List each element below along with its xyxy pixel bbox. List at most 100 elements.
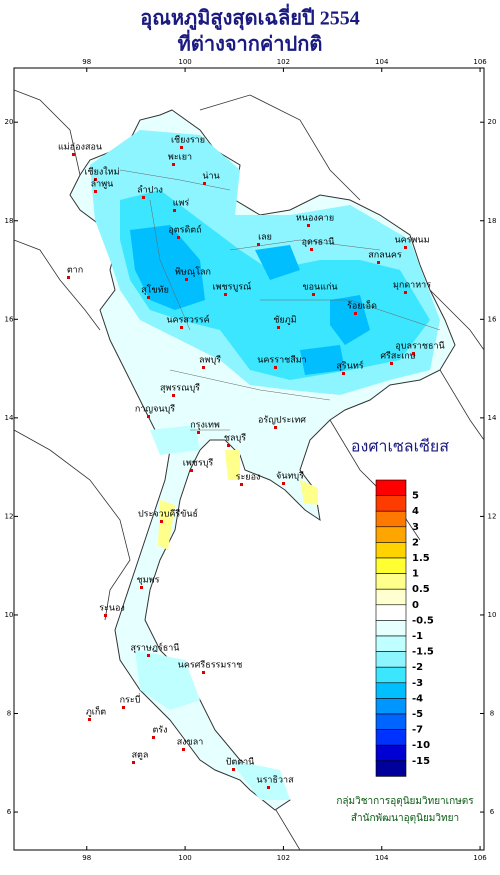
station-dot	[132, 761, 135, 764]
y-tick-label: 12	[5, 512, 14, 520]
station-dot	[104, 614, 107, 617]
place-label: เชียงราย	[171, 135, 205, 146]
place-label: สุรินทร์	[336, 360, 363, 372]
station-dot	[310, 248, 313, 251]
legend-swatch	[375, 620, 407, 637]
legend-swatch	[375, 573, 407, 590]
station-dot	[172, 394, 175, 397]
legend-label: 3	[412, 522, 419, 533]
place-label: อุบลราชธานี	[395, 341, 444, 352]
station-dot	[152, 736, 155, 739]
legend-swatch	[375, 744, 407, 762]
place-label: นราธิวาส	[256, 775, 294, 786]
place-label: กรุงเทพ	[190, 421, 220, 431]
station-dot	[147, 654, 150, 657]
place-label: สงขลา	[177, 738, 204, 748]
place-label: ร้อยเอ็ด	[347, 299, 377, 312]
place-label: ระนอง	[99, 604, 125, 614]
station-dot	[88, 718, 91, 721]
y-tick-label: 16	[488, 315, 497, 323]
place-label: เลย	[258, 233, 272, 243]
x-tick-label: 98	[82, 854, 91, 862]
station-dot	[342, 372, 345, 375]
place-label: ศรีสะเกษ	[380, 351, 415, 362]
station-dot	[307, 224, 310, 227]
station-dot	[202, 366, 205, 369]
place-label: ชลบุรี	[224, 433, 246, 444]
station-dot	[180, 326, 183, 329]
place-label: ลพบุรี	[199, 355, 221, 366]
x-tick-label: 102	[277, 854, 290, 862]
legend-swatch	[375, 682, 407, 699]
station-dot	[197, 431, 200, 434]
legend-swatch	[375, 635, 407, 652]
y-tick-label: 18	[488, 217, 497, 225]
place-label: ขอนแก่น	[302, 283, 337, 293]
legend-label: -2	[412, 662, 423, 673]
legend-label: -1.5	[412, 647, 434, 658]
station-dot	[274, 426, 277, 429]
station-dot	[232, 768, 235, 771]
y-tick-label: 10	[5, 611, 14, 619]
x-tick-label: 104	[375, 58, 389, 66]
station-dot	[142, 196, 145, 199]
station-dot	[227, 444, 230, 447]
y-tick-label: 14	[488, 414, 497, 422]
place-label: อุตรดิตถ์	[168, 224, 201, 236]
station-dot	[147, 296, 150, 299]
station-dot	[412, 352, 415, 355]
place-label: สตูล	[132, 751, 149, 761]
x-tick-label: 98	[82, 58, 91, 66]
place-label: เชียงใหม่	[84, 167, 119, 178]
y-tick-label: 8	[7, 710, 11, 718]
y-tick-label: 20	[5, 118, 14, 126]
station-dot	[203, 182, 206, 185]
legend-label: -7	[412, 725, 423, 736]
title-line-1: อุณหภูมิสูงสุดเฉลี่ยปี 2554	[140, 3, 359, 32]
legend-label: 1.5	[412, 553, 430, 564]
y-tick-label: 16	[5, 315, 14, 323]
place-label: ภูเก็ต	[86, 705, 106, 718]
legend-label: 0	[412, 600, 419, 611]
station-dot	[160, 520, 163, 523]
place-label: ตาก	[67, 266, 83, 276]
legend-label: -15	[412, 756, 430, 767]
y-tick-label: 6	[7, 808, 12, 816]
station-dot	[94, 190, 97, 193]
y-tick-label: 12	[488, 512, 497, 520]
station-dot	[404, 291, 407, 294]
legend-label: -0.5	[412, 615, 434, 626]
place-label: สกลนคร	[368, 251, 402, 261]
station-dot	[185, 278, 188, 281]
title-line-2: ที่ต่างจากค่าปกติ	[178, 29, 323, 56]
station-dot	[274, 366, 277, 369]
place-label: นครราชสีมา	[257, 355, 306, 366]
station-dot	[177, 236, 180, 239]
place-label: อุดรธานี	[302, 237, 335, 248]
station-dot	[267, 786, 270, 789]
y-tick-label: 14	[5, 414, 14, 422]
station-dot	[312, 293, 315, 296]
legend-swatch	[375, 760, 407, 777]
place-label: พะเยา	[168, 153, 192, 163]
x-tick-label: 100	[178, 58, 191, 66]
place-label: กาญจนบุรี	[135, 404, 175, 415]
station-dot	[147, 415, 150, 418]
legend-swatch	[375, 698, 407, 715]
station-dot	[72, 153, 75, 156]
y-tick-label: 8	[490, 710, 494, 718]
place-label: สุพรรณบุรี	[160, 383, 200, 394]
legend-swatch	[375, 479, 407, 496]
station-dot	[172, 163, 175, 166]
y-tick-label: 6	[490, 808, 495, 816]
place-label: เพชรบูรณ์	[213, 281, 252, 293]
legend-swatch	[375, 510, 407, 528]
legend-title: องศาเซลเซียส	[351, 438, 449, 456]
place-label: พิษณุโลก	[175, 267, 211, 278]
station-dot	[377, 261, 380, 264]
station-dot	[190, 469, 193, 472]
credit-line-2: สำนักพัฒนาอุตุนิยมวิทยา	[351, 813, 459, 824]
place-label: กระบี่	[120, 693, 141, 706]
station-dot	[67, 276, 70, 279]
